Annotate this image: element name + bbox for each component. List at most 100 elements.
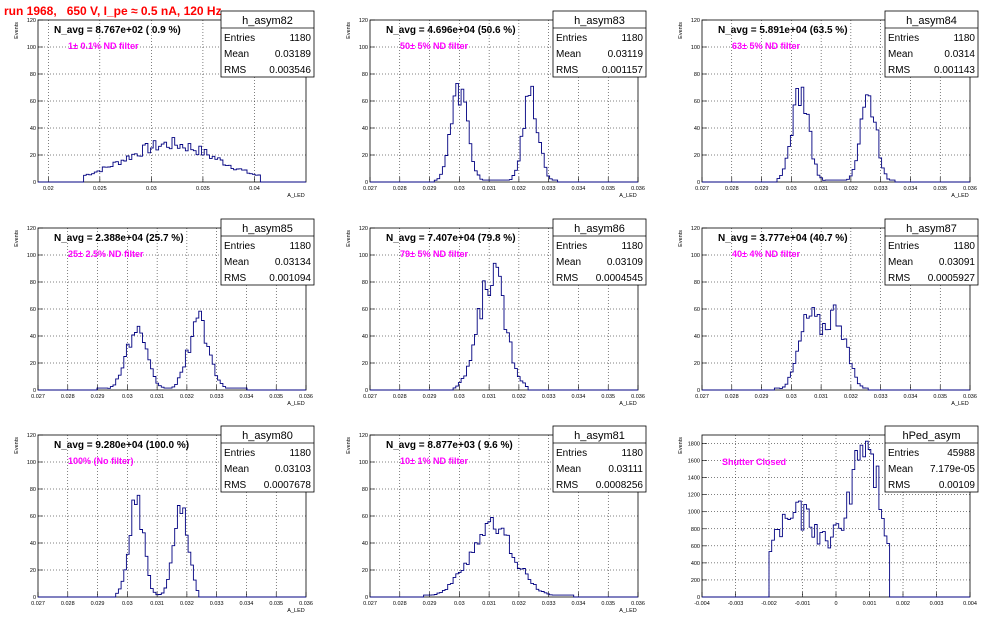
histogram-line [702, 440, 970, 598]
y-tick-label: 0 [365, 180, 368, 186]
y-axis-label: Events [14, 230, 20, 247]
y-tick-label: 80 [362, 280, 368, 286]
x-tick-label: 0.032 [180, 394, 194, 400]
y-tick-label: 100 [27, 253, 36, 259]
x-tick-label: 0.029 [423, 601, 437, 607]
histogram-name: h_asym85 [242, 223, 293, 235]
y-tick-label: 20 [30, 361, 36, 367]
y-axis-label: Events [14, 437, 20, 454]
y-tick-label: 40 [362, 541, 368, 547]
x-tick-label: 0.028 [725, 394, 739, 400]
y-tick-label: 1000 [688, 510, 700, 516]
x-tick-label: 0.034 [572, 394, 586, 400]
stats-key: RMS [556, 65, 579, 76]
y-tick-label: 100 [691, 253, 700, 259]
y-tick-label: 120 [27, 226, 36, 232]
stats-value: 1180 [289, 241, 311, 252]
x-tick-label: 0.032 [512, 394, 526, 400]
x-tick-label: 0.033 [210, 601, 224, 607]
x-tick-label: 0.034 [240, 394, 254, 400]
x-tick-label: 0.029 [755, 394, 769, 400]
y-tick-label: 80 [694, 280, 700, 286]
stats-key: Mean [888, 257, 913, 268]
stats-value: 1180 [621, 448, 643, 459]
x-tick-label: 0.027 [31, 601, 45, 607]
y-tick-label: 1600 [688, 459, 700, 465]
x-tick-label: 0.001 [863, 601, 877, 607]
histogram-name: h_asym82 [242, 15, 293, 27]
stats-key: Entries [556, 241, 587, 252]
navg-label: N_avg = 8.877e+03 ( 9.6 %) [386, 440, 513, 451]
y-tick-label: 60 [30, 514, 36, 520]
y-tick-label: 120 [27, 433, 36, 439]
stats-value: 0.001094 [269, 273, 311, 284]
stats-key: Mean [556, 464, 581, 475]
stats-key: RMS [888, 480, 911, 491]
y-tick-label: 40 [362, 126, 368, 132]
y-tick-label: 40 [362, 334, 368, 340]
histogram-line [702, 86, 970, 183]
x-tick-label: 0.025 [93, 186, 107, 192]
stats-value: 7.179e-05 [930, 464, 975, 475]
x-tick-label: -0.002 [761, 601, 777, 607]
stats-key: Entries [888, 448, 919, 459]
y-tick-label: 600 [691, 544, 700, 550]
stats-box [220, 218, 315, 286]
stats-key: Entries [556, 448, 587, 459]
y-tick-label: 40 [694, 334, 700, 340]
x-tick-label: 0.033 [542, 186, 556, 192]
stats-value: 45988 [947, 448, 975, 459]
stats-key: Mean [888, 464, 913, 475]
x-tick-label: 0.031 [150, 601, 164, 607]
filter-label: 50± 5% ND filter [400, 41, 468, 51]
y-axis-label: Events [14, 22, 20, 39]
x-axis-label: A_LED [287, 608, 304, 614]
x-tick-label: 0.028 [393, 601, 407, 607]
filter-label: Shutter Closed [722, 457, 786, 467]
stats-value: 0.03189 [275, 49, 312, 60]
stats-value: 1180 [621, 241, 643, 252]
stats-key: Mean [556, 257, 581, 268]
stats-value: 1180 [953, 241, 975, 252]
navg-label: N_avg = 2.388e+04 (25.7 %) [54, 233, 184, 244]
x-tick-label: 0.035 [196, 186, 210, 192]
panel-h_asym82: 0.02 0.025 0.03 0.035 0.04 0 20 40 60 80 100 120 Eve… [14, 10, 315, 199]
y-tick-label: 40 [30, 334, 36, 340]
y-tick-label: 100 [359, 253, 368, 259]
x-tick-label: 0.028 [725, 186, 739, 192]
y-tick-label: 60 [694, 307, 700, 313]
x-tick-label: 0.027 [695, 394, 709, 400]
y-tick-label: 100 [359, 460, 368, 466]
x-tick-label: 0.032 [512, 186, 526, 192]
stats-box [552, 218, 647, 286]
y-tick-label: 60 [362, 514, 368, 520]
filter-label: 25± 2.5% ND filter [68, 249, 144, 259]
stats-key: RMS [224, 273, 247, 284]
stats-box [552, 425, 647, 493]
stats-box [552, 10, 647, 78]
x-tick-label: 0.033 [542, 601, 556, 607]
panel-h_asym80: 0.027 0.028 0.029 0.03 0.031 0.032 0.033 0.034 0… [14, 425, 315, 614]
x-axis-label: A_LED [619, 608, 636, 614]
stats-key: Mean [888, 49, 913, 60]
histogram-name: h_asym83 [574, 15, 625, 27]
x-axis-label: A_LED [619, 401, 636, 407]
histogram-name: h_asym80 [242, 430, 293, 442]
x-tick-label: 0.03 [122, 394, 133, 400]
filter-label: 79± 5% ND filter [400, 249, 468, 259]
x-tick-label: 0.029 [755, 186, 769, 192]
x-tick-label: 0.029 [91, 601, 105, 607]
x-tick-label: 0.034 [240, 601, 254, 607]
stats-key: Mean [224, 49, 249, 60]
y-tick-label: 60 [362, 307, 368, 313]
histogram-line [38, 137, 306, 183]
x-tick-label: 0.032 [844, 394, 858, 400]
histogram-name: hPed_asym [902, 430, 960, 442]
x-tick-label: 0.003 [930, 601, 944, 607]
stats-value: 0.03134 [275, 257, 312, 268]
x-tick-label: 0.03 [454, 394, 465, 400]
x-axis-label: A_LED [287, 193, 304, 199]
x-tick-label: 0.031 [150, 394, 164, 400]
x-tick-label: 0.03 [786, 186, 797, 192]
y-axis-label: Events [678, 230, 684, 247]
